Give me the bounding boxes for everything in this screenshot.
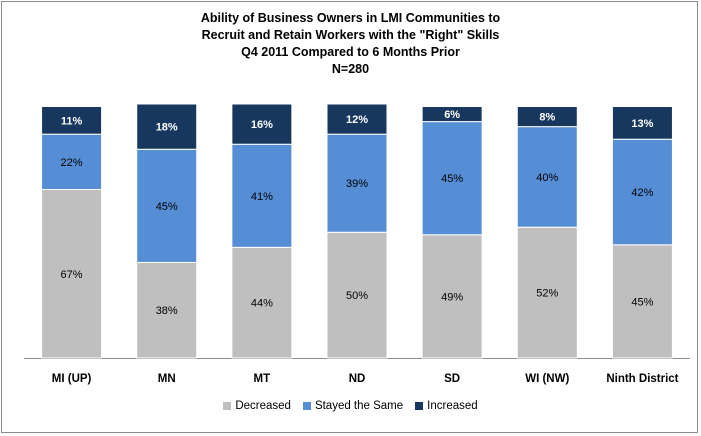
data-label-increased-nd: 12%	[346, 114, 368, 126]
bar-increased-mn	[136, 103, 198, 150]
data-label-increased-mt: 16%	[251, 119, 273, 131]
x-tick-label-mi-up: MI (UP)	[52, 373, 92, 385]
data-label-stayed-the-same-ninth-district: 42%	[631, 187, 653, 199]
data-label-increased-sd: 6%	[444, 109, 460, 121]
data-label-stayed-the-same-mn: 45%	[156, 201, 178, 213]
chart-title-line-1: Ability of Business Owners in LMI Commun…	[200, 11, 501, 25]
legend-item-stayed-the-same: Stayed the Same	[302, 400, 404, 412]
bar-increased-mi-up	[41, 106, 103, 135]
bar-stayed-the-same-sd	[421, 121, 483, 236]
chart-title-line-3: Q4 2011 Compared to 6 Months Prior	[241, 45, 460, 59]
data-label-decreased-mt: 44%	[251, 298, 273, 310]
bar-decreased-ninth-district	[611, 244, 673, 359]
bar-stayed-the-same-mn	[136, 148, 198, 263]
legend-label-increased: Increased	[427, 400, 478, 412]
data-label-decreased-mi-up: 67%	[61, 269, 83, 281]
chart-title-line-4: N=280	[331, 62, 370, 76]
x-tick-label-mn: MN	[158, 373, 176, 385]
data-label-decreased-nd: 50%	[346, 290, 368, 302]
chart-title: Ability of Business Owners in LMI Commun…	[0, 10, 701, 78]
x-tick-label-mt: MT	[254, 373, 271, 385]
x-tick-label-ninth-district: Ninth District	[606, 373, 678, 385]
bar-increased-wi-nw	[516, 106, 578, 128]
bar-increased-nd	[326, 103, 388, 135]
bar-decreased-mi-up	[41, 189, 103, 359]
x-tick-label-nd: ND	[349, 373, 366, 385]
bar-increased-sd	[421, 106, 483, 123]
x-tick-label-sd: SD	[444, 373, 460, 385]
bar-increased-ninth-district	[611, 106, 673, 140]
chart-title-line-2: Recruit and Retain Workers with the "Rig…	[201, 28, 500, 42]
bar-decreased-wi-nw	[516, 226, 578, 359]
bar-stayed-the-same-nd	[326, 133, 388, 233]
legend-label-stayed-the-same: Stayed the Same	[314, 400, 404, 412]
bar-stayed-the-same-wi-nw	[516, 126, 578, 228]
data-label-decreased-sd: 49%	[441, 291, 463, 303]
bar-stayed-the-same-ninth-district	[611, 138, 673, 246]
data-label-stayed-the-same-mi-up: 22%	[61, 157, 83, 169]
data-label-stayed-the-same-mt: 41%	[251, 191, 273, 203]
data-label-stayed-the-same-sd: 45%	[441, 173, 463, 185]
bar-decreased-nd	[326, 231, 388, 359]
data-label-increased-mn: 18%	[156, 122, 178, 134]
legend-item-decreased: Decreased	[223, 400, 291, 412]
legend-swatch-decreased	[223, 402, 232, 410]
bar-stayed-the-same-mt	[231, 143, 293, 248]
bar-decreased-mt	[231, 246, 293, 359]
bar-decreased-sd	[421, 234, 483, 359]
data-label-increased-wi-nw: 8%	[539, 112, 555, 124]
data-label-stayed-the-same-wi-nw: 40%	[536, 172, 558, 184]
legend-swatch-stayed-the-same	[302, 402, 311, 410]
legend-label-decreased: Decreased	[235, 400, 291, 412]
data-label-increased-mi-up: 11%	[61, 115, 83, 127]
data-label-decreased-wi-nw: 52%	[536, 288, 558, 300]
data-label-decreased-ninth-district: 45%	[631, 296, 653, 308]
legend-swatch-increased	[415, 402, 424, 410]
data-label-increased-ninth-district: 13%	[631, 118, 653, 130]
chart-legend: Decreased Stayed the Same Increased	[0, 400, 701, 412]
data-label-decreased-mn: 38%	[156, 305, 178, 317]
x-tick-label-wi-nw: WI (NW)	[525, 373, 569, 385]
legend-item-increased: Increased	[415, 400, 478, 412]
data-label-stayed-the-same-nd: 39%	[346, 178, 368, 190]
bar-increased-mt	[231, 103, 293, 145]
